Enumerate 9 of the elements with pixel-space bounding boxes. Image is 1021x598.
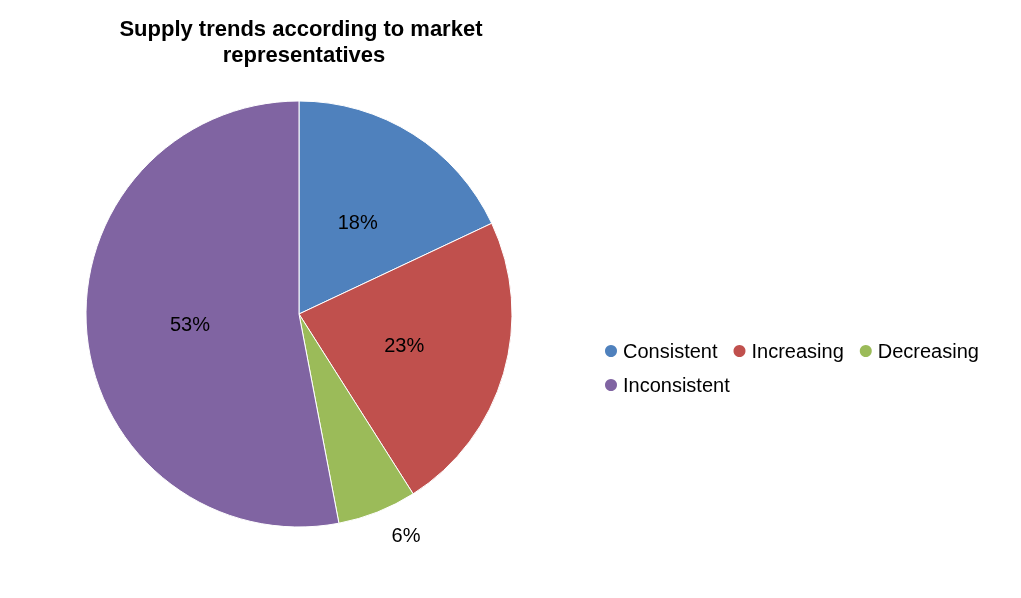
legend-label: Inconsistent (623, 374, 731, 396)
data-label: 18% (337, 210, 378, 233)
data-label: 53% (169, 313, 211, 336)
legend-label: Decreasing (877, 340, 979, 362)
data-label: 23% (384, 333, 425, 356)
chart-title: Supply trends according to market representatives (119, 15, 489, 67)
data-label: 6% (391, 524, 421, 547)
legend-label: Consistent (623, 340, 718, 362)
legend-label: Increasing (751, 340, 844, 362)
